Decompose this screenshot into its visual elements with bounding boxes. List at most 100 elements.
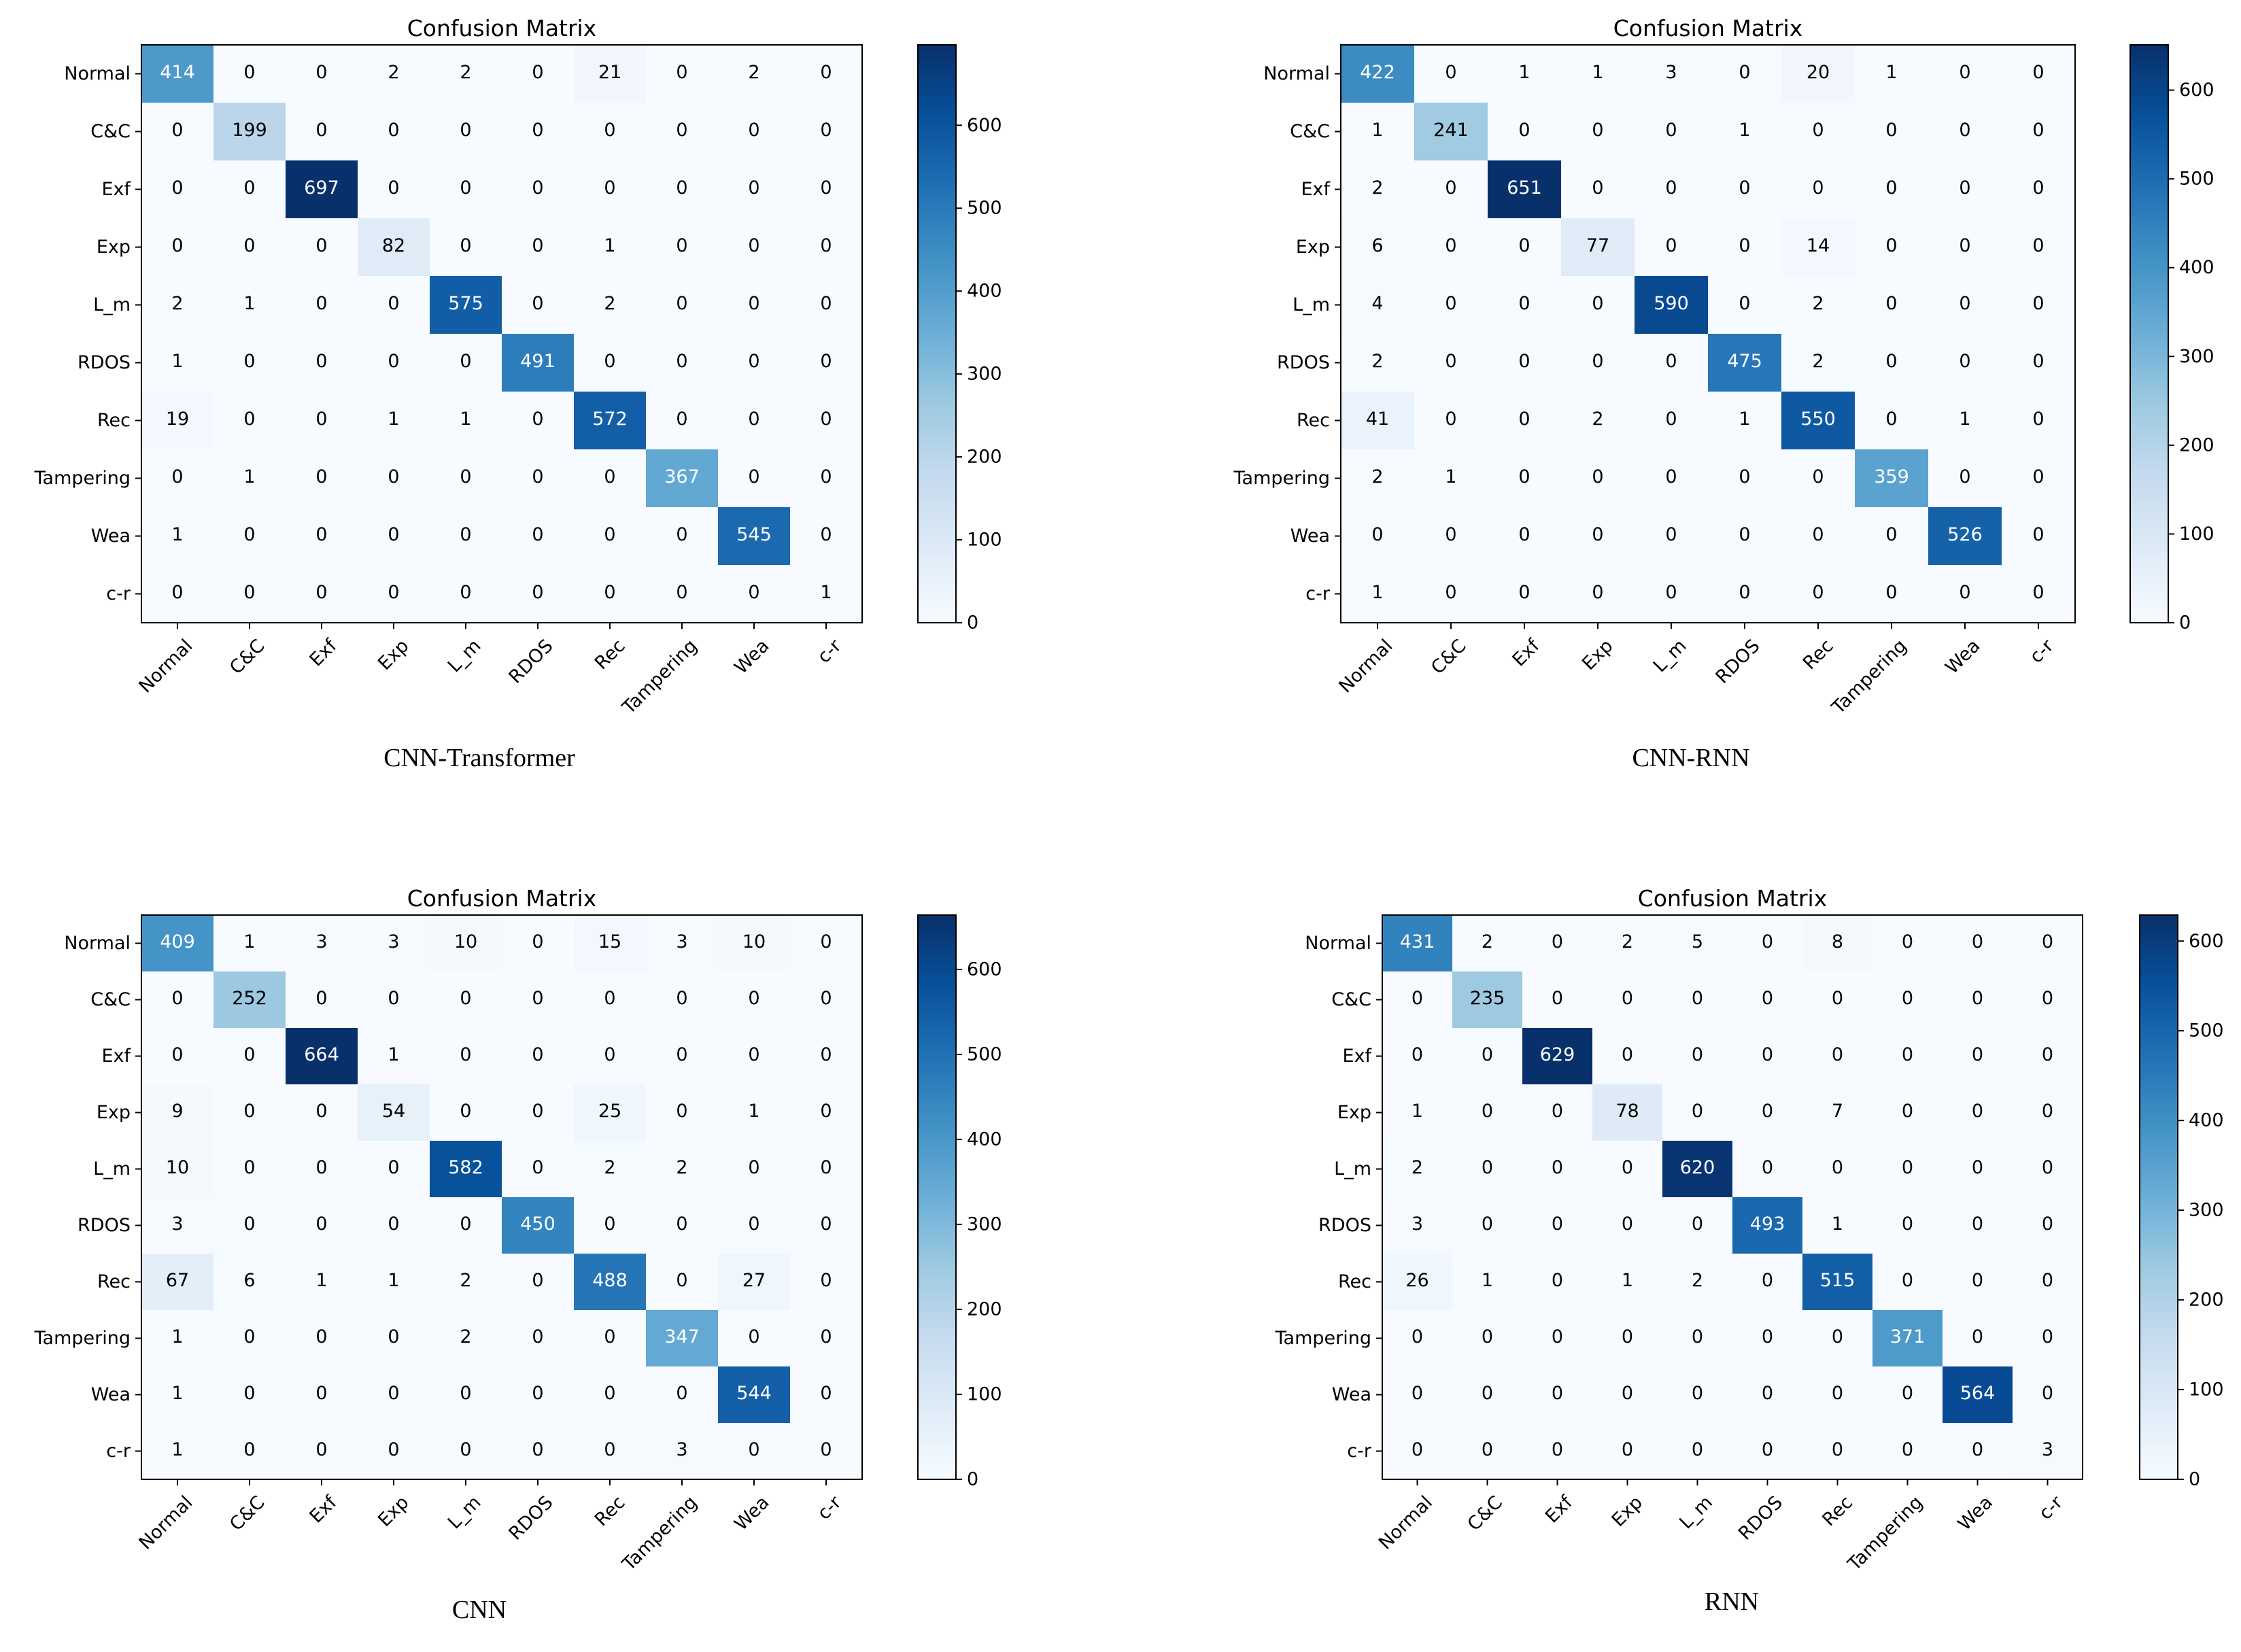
cell-value-label: 0 <box>1552 1157 1563 1178</box>
heatmap-cell <box>1781 507 1855 565</box>
cell-value-label: 0 <box>820 120 832 141</box>
cell-value-label: 0 <box>1762 1044 1773 1065</box>
heatmap-cell <box>1382 1254 1452 1310</box>
heatmap-cell <box>1382 1141 1452 1197</box>
heatmap-cell <box>1452 1197 1522 1254</box>
heatmap-cell <box>1943 1254 2013 1310</box>
cell-value-label: 1 <box>243 293 255 314</box>
heatmap-cell <box>646 1028 718 1084</box>
heatmap-cell <box>1781 276 1855 334</box>
cell-value-label: 2 <box>748 62 759 83</box>
cell-value-label: 0 <box>1445 582 1456 603</box>
heatmap-cell <box>141 276 213 334</box>
heatmap-cell <box>358 1141 430 1197</box>
heatmap-cell <box>1708 507 1781 565</box>
cell-value-label: 0 <box>2032 120 2044 141</box>
heatmap-cell <box>1781 160 1855 218</box>
cell-value-label: 0 <box>604 988 615 1009</box>
heatmap-cell <box>430 507 502 565</box>
heatmap-cell <box>1928 276 2002 334</box>
heatmap-cell <box>574 1141 646 1197</box>
cell-value-label: 2 <box>1371 466 1383 487</box>
heatmap-cell <box>1872 1197 1943 1254</box>
x-tick-label: Wea <box>1941 636 1984 678</box>
cell-value-label: 0 <box>1692 1383 1703 1404</box>
cell-value-label: 0 <box>748 120 759 141</box>
heatmap-cell <box>2002 160 2075 218</box>
cell-value-label: 0 <box>532 1439 543 1460</box>
heatmap-cell <box>574 160 646 218</box>
cell-value-label: 0 <box>532 582 543 603</box>
cell-value-label: 0 <box>1959 120 1970 141</box>
x-tick-label: c-r <box>813 1492 846 1524</box>
heatmap-cell <box>1781 45 1855 103</box>
heatmap-cell <box>718 392 790 449</box>
heatmap-cell <box>502 971 574 1028</box>
y-tick-label: c-r <box>1347 1441 1372 1462</box>
heatmap-cell <box>1341 334 1414 392</box>
cell-value-label: 0 <box>1959 466 1970 487</box>
heatmap-cell <box>1928 334 2002 392</box>
heatmap-cell <box>2002 392 2075 449</box>
cell-value-label: 0 <box>460 1439 471 1460</box>
cell-value-label: 1 <box>1371 120 1383 141</box>
x-tick-label: C&C <box>226 636 269 678</box>
cell-value-label: 0 <box>1592 293 1603 314</box>
colorbar-tick-label: 400 <box>967 1129 1002 1150</box>
heatmap-cell <box>790 1028 862 1084</box>
heatmap-cell <box>141 971 213 1028</box>
heatmap-cell <box>430 276 502 334</box>
heatmap-cell <box>1943 1084 2013 1141</box>
cell-value-label: 0 <box>1412 1383 1423 1404</box>
cell-value-label: 0 <box>604 1383 615 1404</box>
heatmap-cell <box>1802 1423 1872 1479</box>
cell-value-label: 0 <box>820 62 832 83</box>
heatmap-cell <box>213 276 286 334</box>
cell-value-label: 0 <box>1482 1383 1493 1404</box>
panel-caption: CNN-RNN <box>1632 744 1749 772</box>
heatmap-cell <box>574 1254 646 1310</box>
heatmap-cell <box>1561 103 1635 160</box>
y-tick-label: Exf <box>101 1046 131 1067</box>
heatmap-cell <box>2002 218 2075 276</box>
x-tick-label: RDOS <box>1734 1492 1787 1545</box>
cell-value-label: 54 <box>382 1101 405 1122</box>
cell-value-label: 0 <box>2032 177 2044 199</box>
cell-value-label: 0 <box>2042 1270 2053 1291</box>
heatmap-cell <box>1732 1028 1802 1084</box>
heatmap-cell <box>1522 1423 1592 1479</box>
heatmap-cell <box>430 160 502 218</box>
colorbar-tick-label: 0 <box>2179 613 2191 634</box>
colorbar-tick-label: 400 <box>967 281 1002 302</box>
heatmap-cell <box>502 1028 574 1084</box>
cell-value-label: 0 <box>1445 351 1456 372</box>
heatmap-cell <box>646 1423 718 1479</box>
cell-value-label: 0 <box>171 988 183 1009</box>
heatmap-cell <box>1781 218 1855 276</box>
heatmap-cell <box>1662 1423 1732 1479</box>
cell-value-label: 15 <box>598 931 621 952</box>
cell-value-label: 0 <box>1902 931 1913 952</box>
cell-value-label: 0 <box>1692 1439 1703 1460</box>
heatmap-cell <box>790 103 862 160</box>
heatmap-cell <box>286 160 358 218</box>
heatmap-cell <box>1414 45 1488 103</box>
heatmap-cell <box>1635 565 1708 623</box>
cell-value-label: 0 <box>315 1439 327 1460</box>
heatmap-cell <box>286 449 358 507</box>
cell-value-label: 0 <box>1762 1270 1773 1291</box>
x-tick-label: Normal <box>1375 1492 1437 1554</box>
heatmap-cell <box>502 1141 574 1197</box>
cell-value-label: 0 <box>820 1439 832 1460</box>
cell-value-label: 0 <box>1622 1214 1633 1235</box>
heatmap-cell <box>718 1028 790 1084</box>
heatmap-cell <box>213 565 286 623</box>
cell-value-label: 0 <box>1959 582 1970 603</box>
x-tick-label: Normal <box>135 1492 197 1554</box>
cell-value-label: 0 <box>1665 177 1677 199</box>
cell-value-label: 0 <box>1972 931 1983 952</box>
cell-value-label: 0 <box>676 351 687 372</box>
heatmap-cell <box>1452 1423 1522 1479</box>
plot-frame <box>141 914 863 1480</box>
x-tick-label: L_m <box>1649 636 1691 677</box>
